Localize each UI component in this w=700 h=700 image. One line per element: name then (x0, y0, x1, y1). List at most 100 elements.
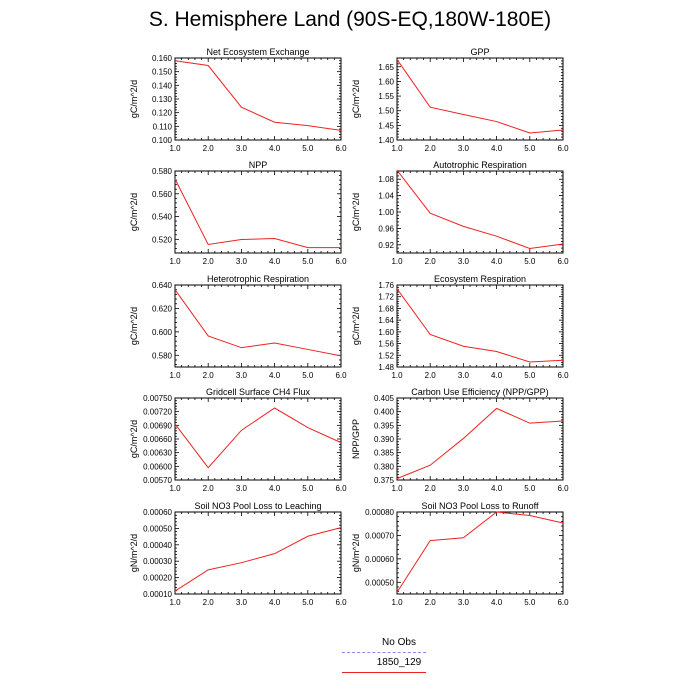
y-tick-label: 0.00030 (143, 557, 172, 566)
y-tick-label: 1.76 (378, 281, 394, 290)
y-tick-label: 0.00690 (143, 421, 172, 430)
y-tick-label: 0.120 (152, 109, 173, 118)
x-tick-label: 1.0 (391, 598, 403, 607)
x-tick-label: 1.0 (391, 144, 403, 153)
y-tick-label: 0.600 (152, 328, 173, 337)
series-line (174, 289, 342, 357)
x-tick-label: 6.0 (557, 598, 569, 607)
x-tick-label: 4.0 (491, 371, 503, 380)
y-tick-label: 0.92 (378, 241, 394, 250)
plot-title: Heterotrophic Respiration (207, 274, 309, 284)
x-tick-label: 2.0 (203, 257, 215, 266)
y-tick-label: 0.00660 (143, 435, 172, 444)
x-tick-label: 6.0 (557, 257, 569, 266)
plot-frame (174, 397, 342, 481)
y-tick-label: 1.55 (378, 92, 394, 101)
x-tick-label: 2.0 (425, 257, 437, 266)
y-tick-label: 0.390 (374, 435, 395, 444)
y-tick-label: 0.405 (374, 394, 395, 403)
x-tick-label: 3.0 (458, 144, 470, 153)
x-tick-label: 6.0 (335, 144, 347, 153)
x-tick-label: 3.0 (236, 371, 248, 380)
series-line (396, 407, 564, 480)
x-tick-label: 1.0 (169, 484, 181, 493)
y-tick-label: 1.64 (378, 316, 394, 325)
series-line (174, 527, 342, 592)
panel-0: Net Ecosystem Exchange gC/m^2/d 1.0 2.0 3.0 4… (129, 47, 347, 153)
y-tick-label: 0.375 (374, 476, 395, 485)
y-tick-label: 1.45 (378, 121, 394, 130)
y-tick-label: 0.160 (152, 54, 173, 63)
panel-1: GPP gC/m^2/d 1.0 2.0 3.0 4.0 5.0 6.0 1.40 1.45 1.5… (351, 47, 569, 153)
x-tick-label: 3.0 (458, 598, 470, 607)
plot-frame (396, 284, 564, 368)
x-tick-label: 4.0 (269, 371, 281, 380)
y-tick-label: 0.96 (378, 224, 394, 233)
x-tick-label: 1.0 (391, 371, 403, 380)
y-tick-label: 0.00010 (143, 590, 172, 599)
x-tick-label: 3.0 (236, 484, 248, 493)
y-tick-label: 0.620 (152, 304, 173, 313)
x-tick-label: 4.0 (269, 598, 281, 607)
plot-frame (174, 57, 342, 141)
x-tick-label: 2.0 (203, 371, 215, 380)
x-tick-label: 4.0 (491, 257, 503, 266)
series-line (174, 407, 342, 469)
y-tick-label: 1.60 (378, 77, 394, 86)
series-line (174, 178, 341, 249)
y-tick-label: 0.385 (374, 449, 395, 458)
y-tick-label: 0.380 (374, 462, 395, 471)
y-tick-label: 0.00750 (143, 394, 172, 403)
series-line (396, 288, 564, 363)
y-axis-label: gN/m^2/d (129, 534, 139, 572)
series-line (396, 59, 564, 134)
y-tick-label: 0.00600 (143, 462, 172, 471)
x-tick-label: 5.0 (524, 144, 536, 153)
y-tick-label: 0.00060 (143, 508, 172, 517)
x-tick-label: 2.0 (425, 484, 437, 493)
x-tick-label: 6.0 (557, 484, 569, 493)
y-axis-label: gC/m^2/d (129, 80, 139, 118)
plot-title: Soil NO3 Pool Loss to Leaching (194, 501, 321, 511)
panel-2: NPP gC/m^2/d 1.0 2.0 3.0 4.0 5.0 6.0 0.520 0.540 0… (129, 160, 347, 266)
y-tick-label: 0.00570 (143, 476, 172, 485)
y-tick-label: 1.00 (378, 208, 394, 217)
plot-title: Soil NO3 Pool Loss to Runoff (422, 501, 539, 511)
plot-frame (174, 284, 342, 368)
y-tick-label: 0.110 (153, 122, 173, 131)
x-tick-label: 2.0 (425, 144, 437, 153)
plot-frame (174, 511, 342, 595)
x-tick-label: 6.0 (557, 144, 569, 153)
panel-7: Carbon Use Efficiency (NPP/GPP) NPP/GPP 1.… (351, 387, 569, 493)
x-tick-label: 3.0 (458, 371, 470, 380)
plot-frame (396, 397, 564, 481)
panel-4: Heterotrophic Respiration gC/m^2/d 1.0 2.0 3… (129, 274, 347, 380)
x-tick-label: 5.0 (524, 484, 536, 493)
y-tick-label: 0.540 (152, 213, 173, 222)
y-tick-label: 0.100 (152, 136, 173, 145)
y-tick-label: 1.68 (378, 304, 394, 313)
page-title: S. Hemisphere Land (90S-EQ,180W-180E) (148, 8, 552, 31)
panel-6: Gridcell Surface CH4 Flux gC/m^2/d 1.0 2.0 3… (129, 387, 347, 493)
plot-title: Gridcell Surface CH4 Flux (206, 387, 311, 397)
x-tick-label: 6.0 (335, 371, 347, 380)
y-tick-label: 1.65 (378, 63, 394, 72)
x-tick-label: 5.0 (302, 484, 314, 493)
x-tick-label: 4.0 (491, 144, 503, 153)
x-tick-label: 6.0 (335, 598, 347, 607)
x-tick-label: 5.0 (524, 257, 536, 266)
y-tick-label: 0.150 (152, 68, 173, 77)
panel-9: Soil NO3 Pool Loss to Runoff gN/m^2/d 1.0 2… (351, 501, 569, 607)
y-tick-label: 0.00050 (143, 524, 172, 533)
y-axis-label: gC/m^2/d (129, 193, 139, 231)
x-tick-label: 1.0 (169, 144, 181, 153)
y-tick-label: 0.00080 (365, 508, 394, 517)
x-tick-label: 1.0 (391, 257, 403, 266)
plot-frame (396, 170, 564, 254)
x-tick-label: 5.0 (302, 371, 314, 380)
plot-title: GPP (470, 47, 489, 57)
plot-title: Carbon Use Efficiency (NPP/GPP) (411, 387, 548, 397)
y-tick-label: 0.00040 (143, 541, 172, 550)
y-axis-label: gN/m^2/d (351, 534, 361, 572)
